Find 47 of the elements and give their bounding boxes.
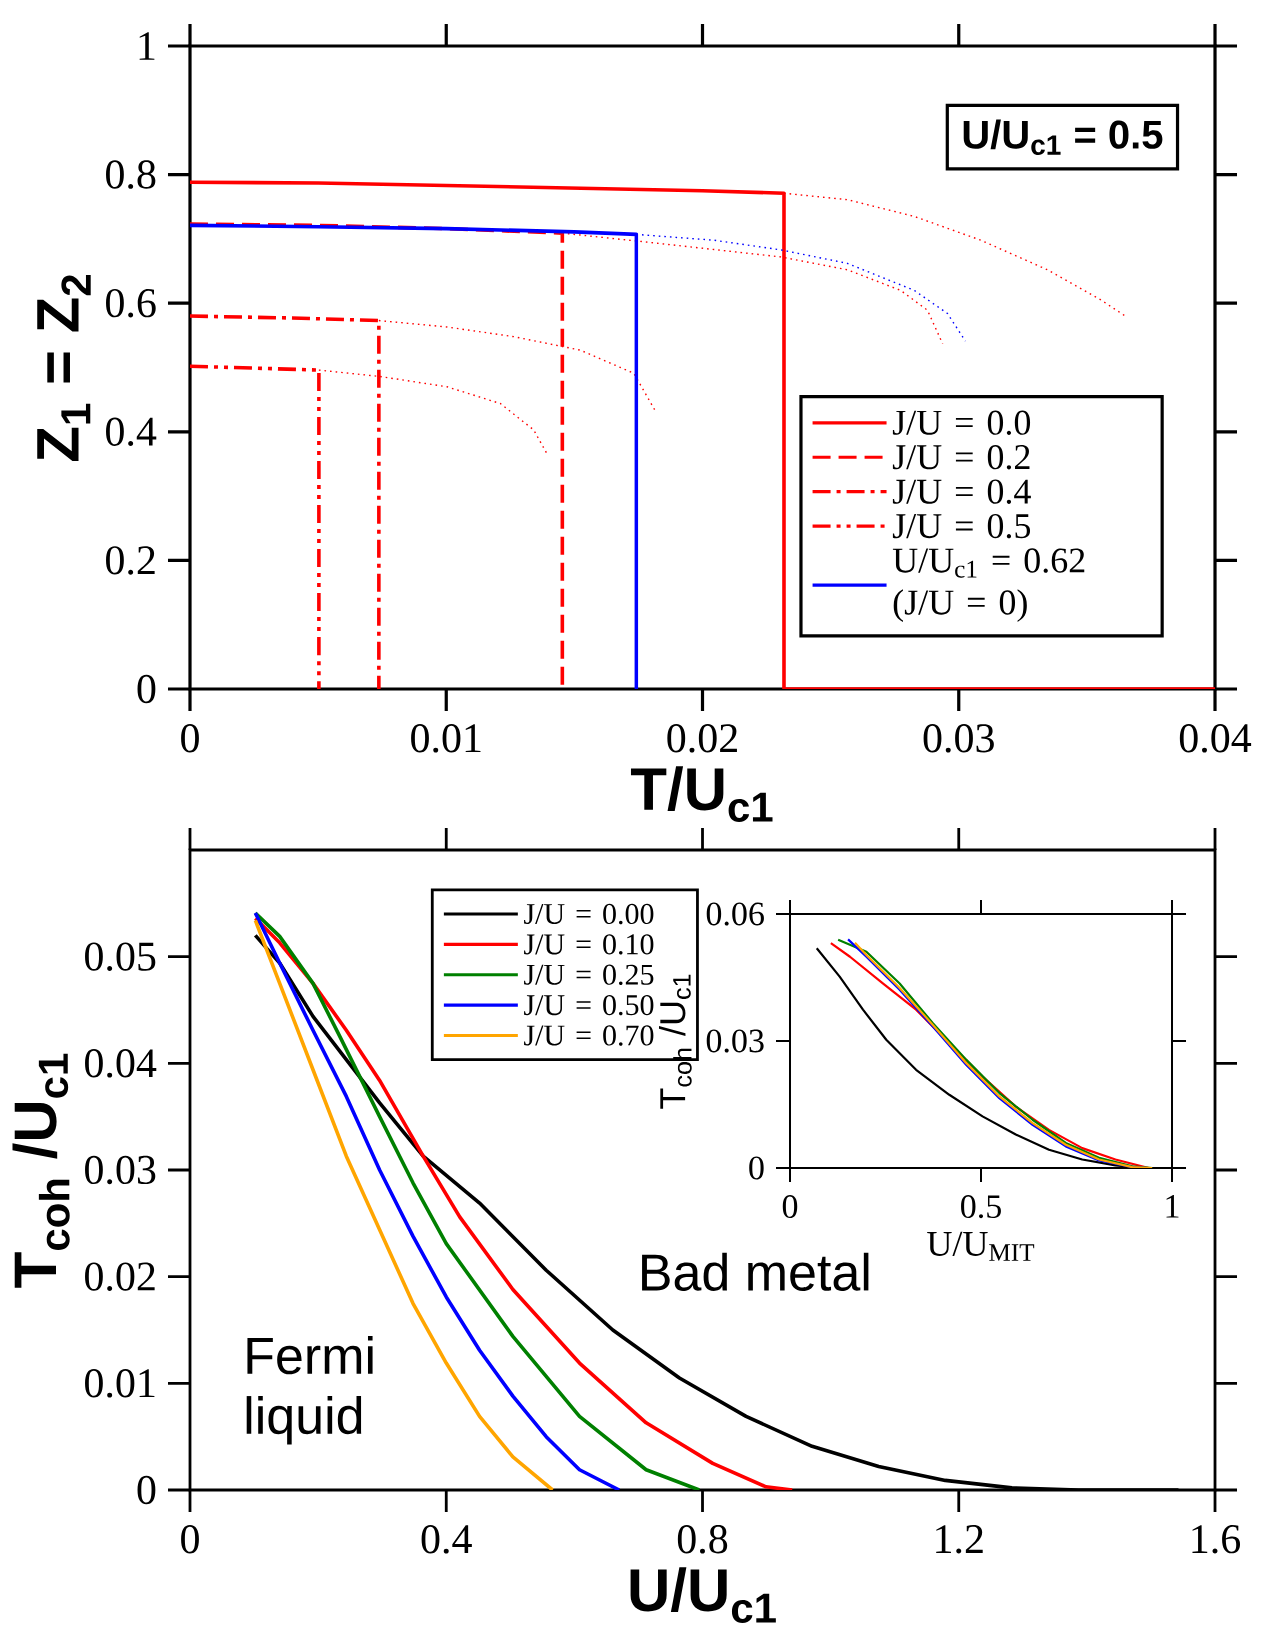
y-tick-label: 0.06 [706,902,764,926]
y-axis-title: Z$_{1}$ = Z$_{2}$ [37,274,91,461]
legend-label: J/U = 0.50 [524,994,654,1016]
x-tick-label: 1.2 [936,1525,983,1554]
x-tick-label: 0 [181,1525,199,1554]
y-tick-label: 0.03 [85,1155,156,1185]
annotation: Fermi liquid [246,1336,373,1445]
y-tick-label: 0 [749,1156,764,1180]
y-tick-label: 0.6 [106,288,156,318]
y-tick-label: 0.05 [85,942,156,971]
x-tick-label: 0.03 [923,724,994,753]
y-tick-label: 0.2 [106,546,155,575]
y-tick-label: 0.04 [85,1049,157,1078]
y-tick-label: 0 [137,1475,156,1505]
x-tick-label: 1 [1166,1195,1179,1218]
legend-label: J/U = 0.2 [892,445,1030,470]
y-tick-label: 0.01 [85,1369,155,1398]
x-tick-label: 0.4 [421,1525,472,1554]
y-tick-label: 0.03 [706,1029,764,1053]
y-tick-label: 0.4 [106,417,157,447]
x-tick-label: 0 [181,724,199,753]
y-tick-label: 1 [139,32,155,60]
legend-label: J/U = 0.10 [524,934,654,955]
legend-label: J/U = 0.70 [524,1025,654,1046]
x-tick-label: 0.01 [411,724,481,753]
x-tick-label: 0.8 [677,1525,728,1554]
legend-label: J/U = 0.4 [892,479,1031,504]
y-tick-label: 0 [137,674,156,704]
annotation: U/U$_{c1}$ = 0.5 [963,119,1163,155]
x-tick-label: 0.5 [961,1195,1001,1219]
x-tick-label: 0.04 [1179,724,1252,753]
x-axis-title: U/U$_{MIT}$ [927,1231,1035,1261]
y-axis-title: T$_{coh}$ /U$_{c1}$ [12,1053,70,1288]
legend-label: U/U$_{c1}$ = 0.62 (J/U = 0) [892,548,1085,622]
legend-label: J/U = 0.5 [892,513,1031,539]
x-tick-label: 0.02 [667,724,737,753]
x-axis-title: U/U$_{c1}$ [630,1567,776,1623]
x-axis-title: T/U$_{c1}$ [630,766,773,822]
annotation: Bad metal [642,1252,869,1291]
legend-label: J/U = 0.00 [524,903,654,925]
y-tick-label: 0.02 [85,1262,155,1291]
legend-label: J/U = 0.25 [524,964,654,985]
legend-label: J/U = 0.0 [892,410,1031,435]
x-tick-label: 0 [782,1195,798,1219]
y-tick-label: 0.8 [106,160,156,189]
x-tick-label: 1.6 [1192,1525,1241,1554]
y-axis-title: T$_{coh}$ /U$_{c1}$ [659,974,692,1109]
